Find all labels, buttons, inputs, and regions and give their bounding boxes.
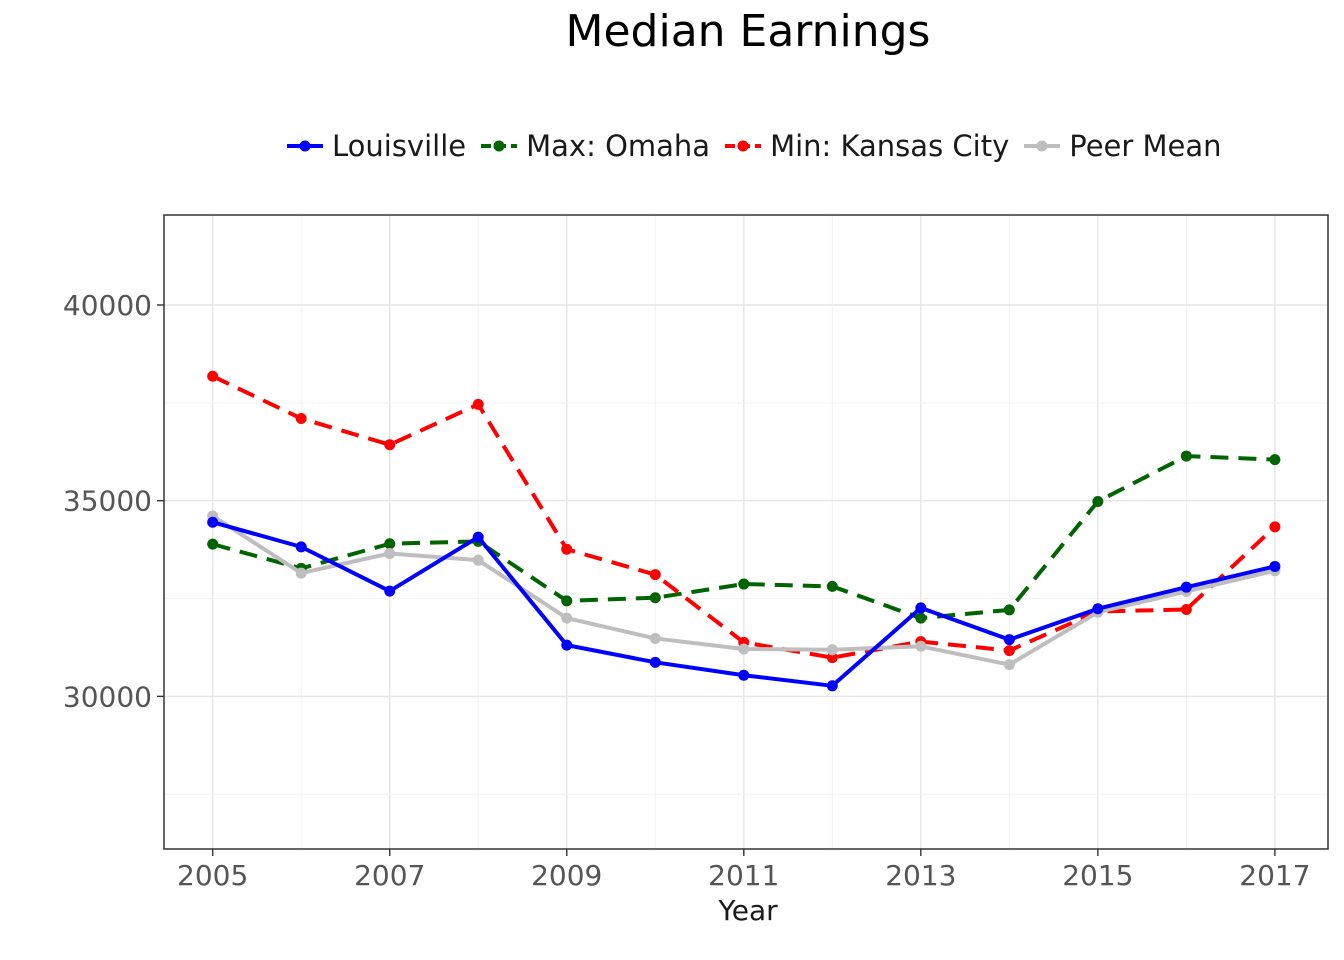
x-tick-label: 2005 <box>177 859 248 892</box>
data-point <box>1003 634 1015 646</box>
data-point <box>1003 645 1015 657</box>
x-tick-label: 2011 <box>708 859 779 892</box>
data-point <box>915 640 927 652</box>
data-point <box>1003 604 1015 616</box>
legend-label: Max: Omaha <box>526 129 711 163</box>
data-point <box>1003 659 1015 671</box>
data-point <box>472 531 484 543</box>
chart-title: Median Earnings <box>565 6 931 57</box>
x-axis-title: Year <box>718 894 778 927</box>
data-point <box>1092 603 1104 615</box>
legend-item: Peer Mean <box>1023 129 1222 163</box>
data-point <box>295 413 307 425</box>
legend-label: Louisville <box>332 129 467 163</box>
legend-key <box>287 140 323 152</box>
legend-label: Peer Mean <box>1069 129 1222 163</box>
legend-item: Louisville <box>286 129 466 163</box>
data-point <box>649 632 661 644</box>
data-point <box>738 669 750 681</box>
x-tick-label: 2009 <box>531 859 602 892</box>
axis-ticks: 2005 2007 2009 2011 2013 2015 2017 30000 35000 40… <box>63 289 1311 892</box>
plot-panel-border <box>163 214 1329 850</box>
data-point <box>472 398 484 410</box>
data-point <box>738 578 750 590</box>
legend-key <box>1024 140 1061 152</box>
data-point <box>295 541 307 553</box>
data-point <box>207 370 219 382</box>
data-point <box>1180 450 1192 462</box>
data-point <box>472 554 484 566</box>
data-point <box>561 639 573 651</box>
x-tick-label: 2013 <box>885 859 956 892</box>
grid-lines <box>164 215 1328 849</box>
data-point <box>561 595 573 607</box>
data-point <box>915 612 927 624</box>
y-tick-label: 30000 <box>63 680 152 713</box>
legend-key <box>481 140 518 152</box>
data-point <box>1180 581 1192 593</box>
data-point <box>207 516 219 528</box>
legend-key <box>725 140 762 152</box>
data-point <box>826 680 838 692</box>
data-point <box>826 580 838 592</box>
data-point <box>561 612 573 624</box>
data-point <box>826 644 838 656</box>
data-point <box>1180 603 1192 615</box>
data-point <box>384 548 396 560</box>
data-point <box>384 585 396 597</box>
data-point <box>738 643 750 655</box>
data-point <box>561 543 573 555</box>
data-point <box>1269 454 1281 466</box>
data-point <box>295 567 307 579</box>
x-tick-label: 2007 <box>354 859 425 892</box>
y-tick-label: 35000 <box>63 485 152 518</box>
data-point <box>649 569 661 581</box>
data-point <box>649 656 661 668</box>
series-lines <box>207 370 1281 692</box>
data-point <box>384 439 396 451</box>
data-point <box>1092 495 1104 507</box>
y-tick-label: 40000 <box>63 289 152 322</box>
legend-item: Min: Kansas City <box>724 129 1009 163</box>
data-point <box>207 538 219 550</box>
data-point <box>826 652 838 664</box>
legend-label: Min: Kansas City <box>770 129 1010 163</box>
legend: Louisville Max: Omaha Min: Kansas City Peer… <box>286 126 1236 166</box>
data-point <box>649 592 661 604</box>
x-tick-label: 2015 <box>1062 859 1133 892</box>
data-point <box>1269 521 1281 533</box>
x-tick-label: 2017 <box>1239 859 1310 892</box>
data-point <box>384 538 396 550</box>
series-louisville <box>207 516 1281 692</box>
legend-item: Max: Omaha <box>480 129 710 163</box>
data-point <box>915 602 927 614</box>
data-point <box>1269 560 1281 572</box>
